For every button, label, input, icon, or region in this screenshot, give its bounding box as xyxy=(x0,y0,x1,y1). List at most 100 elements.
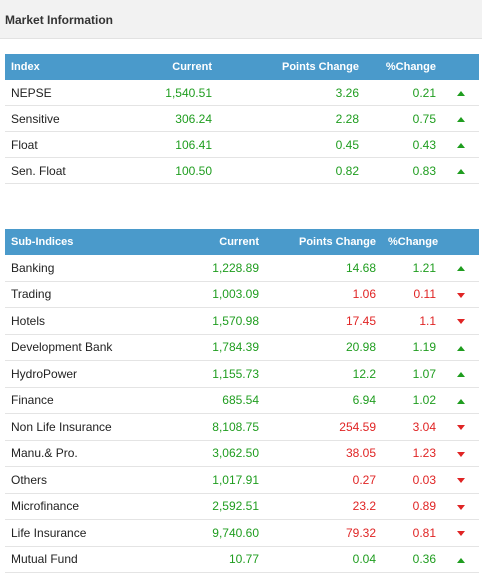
trend-cell xyxy=(442,281,479,308)
table-row: Life Insurance 9,740.60 79.32 0.81 xyxy=(5,519,479,547)
current-value: 106.41 xyxy=(110,131,218,158)
points-change-value: 1.06 xyxy=(265,281,382,308)
row-name: Sen. Float xyxy=(5,157,110,184)
current-value: 1,228.89 xyxy=(158,255,265,282)
current-value: 1,570.98 xyxy=(158,307,265,335)
percent-change-value: 1.21 xyxy=(382,255,442,282)
points-change-value: 23.2 xyxy=(265,493,382,520)
arrow-down-icon xyxy=(456,451,465,457)
panel-title: Market Information xyxy=(5,13,114,27)
points-change-value: 79.32 xyxy=(265,519,382,547)
current-value: 8,108.75 xyxy=(158,413,265,441)
row-name: Others xyxy=(5,466,158,494)
row-name: Non Life Insurance xyxy=(5,413,158,441)
arrow-up-icon xyxy=(456,116,465,122)
percent-change-value: 1.07 xyxy=(382,360,442,388)
trend-cell xyxy=(442,307,479,335)
points-change-value: 3.26 xyxy=(218,80,365,106)
row-name: Life Insurance xyxy=(5,519,158,547)
table-row: Banking 1,228.89 14.68 1.21 xyxy=(5,255,479,282)
trend-cell xyxy=(442,157,479,184)
trend-cell xyxy=(442,387,479,414)
percent-change-value: 0.36 xyxy=(382,546,442,573)
index-table-header: Index Current Points Change %Change xyxy=(5,54,479,80)
percent-change-value: 0.03 xyxy=(382,466,442,494)
row-name: Float xyxy=(5,131,110,158)
column-header-trend xyxy=(442,54,479,80)
trend-cell xyxy=(442,255,479,282)
row-name: Sensitive xyxy=(5,105,110,132)
arrow-up-icon xyxy=(456,398,465,404)
percent-change-value: 0.81 xyxy=(382,519,442,547)
percent-change-value: 0.43 xyxy=(365,131,442,158)
table-row: Others 1,017.91 0.27 0.03 xyxy=(5,466,479,494)
column-header-points-change: Points Change xyxy=(265,229,382,255)
arrow-up-icon xyxy=(456,266,465,272)
table-row: Mutual Fund 10.77 0.04 0.36 xyxy=(5,546,479,573)
current-value: 1,003.09 xyxy=(158,281,265,308)
percent-change-value: 1.02 xyxy=(382,387,442,414)
arrow-down-icon xyxy=(456,504,465,510)
trend-cell xyxy=(442,334,479,361)
current-value: 1,540.51 xyxy=(110,80,218,106)
table-row: HydroPower 1,155.73 12.2 1.07 xyxy=(5,360,479,388)
current-value: 1,155.73 xyxy=(158,360,265,388)
current-value: 10.77 xyxy=(158,546,265,573)
percent-change-value: 1.19 xyxy=(382,334,442,361)
sub-indices-table-header: Sub-Indices Current Points Change %Chang… xyxy=(5,229,479,255)
row-name: Development Bank xyxy=(5,334,158,361)
row-name: Hotels xyxy=(5,307,158,335)
points-change-value: 2.28 xyxy=(218,105,365,132)
points-change-value: 12.2 xyxy=(265,360,382,388)
percent-change-value: 0.21 xyxy=(365,80,442,106)
arrow-up-icon xyxy=(456,345,465,351)
points-change-value: 0.04 xyxy=(265,546,382,573)
arrow-up-icon xyxy=(456,90,465,96)
arrow-up-icon xyxy=(456,168,465,174)
points-change-value: 20.98 xyxy=(265,334,382,361)
column-header-sub-indices: Sub-Indices xyxy=(5,229,158,255)
percent-change-value: 1.1 xyxy=(382,307,442,335)
trend-cell xyxy=(442,105,479,132)
percent-change-value: 0.75 xyxy=(365,105,442,132)
current-value: 100.50 xyxy=(110,157,218,184)
table-row: Float 106.41 0.45 0.43 xyxy=(5,131,479,158)
percent-change-value: 3.04 xyxy=(382,413,442,441)
current-value: 685.54 xyxy=(158,387,265,414)
current-value: 2,592.51 xyxy=(158,493,265,520)
trend-cell xyxy=(442,440,479,467)
arrow-up-icon xyxy=(456,142,465,148)
table-row: Sen. Float 100.50 0.82 0.83 xyxy=(5,157,479,184)
percent-change-value: 1.23 xyxy=(382,440,442,467)
column-header-trend xyxy=(442,229,479,255)
current-value: 1,017.91 xyxy=(158,466,265,494)
trend-cell xyxy=(442,493,479,520)
points-change-value: 254.59 xyxy=(265,413,382,441)
current-value: 1,784.39 xyxy=(158,334,265,361)
arrow-down-icon xyxy=(456,478,465,484)
points-change-value: 0.45 xyxy=(218,131,365,158)
table-row: Microfinance 2,592.51 23.2 0.89 xyxy=(5,493,479,520)
column-header-current: Current xyxy=(158,229,265,255)
table-row: Hotels 1,570.98 17.45 1.1 xyxy=(5,307,479,335)
row-name: Finance xyxy=(5,387,158,414)
row-name: Manu.& Pro. xyxy=(5,440,158,467)
arrow-down-icon xyxy=(456,319,465,325)
trend-cell xyxy=(442,80,479,106)
row-name: HydroPower xyxy=(5,360,158,388)
row-name: Microfinance xyxy=(5,493,158,520)
table-row: Manu.& Pro. 3,062.50 38.05 1.23 xyxy=(5,440,479,467)
trend-cell xyxy=(442,466,479,494)
current-value: 3,062.50 xyxy=(158,440,265,467)
panel-header: Market Information xyxy=(0,0,482,39)
table-row: Finance 685.54 6.94 1.02 xyxy=(5,387,479,414)
column-header-current: Current xyxy=(110,54,218,80)
points-change-value: 0.27 xyxy=(265,466,382,494)
trend-cell xyxy=(442,413,479,441)
arrow-up-icon xyxy=(456,372,465,378)
column-header-points-change: Points Change xyxy=(218,54,365,80)
percent-change-value: 0.11 xyxy=(382,281,442,308)
row-name: Trading xyxy=(5,281,158,308)
table-row: Non Life Insurance 8,108.75 254.59 3.04 xyxy=(5,413,479,441)
arrow-down-icon xyxy=(456,531,465,537)
